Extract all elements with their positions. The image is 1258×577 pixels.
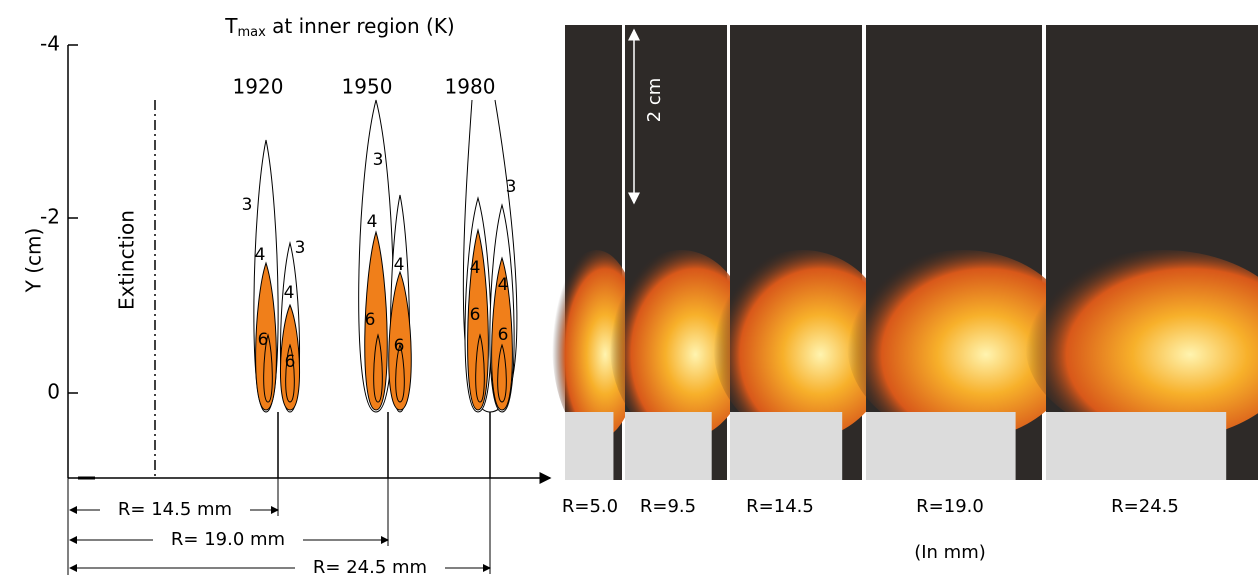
contour-label: 4 — [470, 258, 481, 278]
y-tick-label: -4 — [40, 32, 60, 56]
contour-label: 4 — [394, 255, 405, 275]
contour-label: 4 — [367, 212, 378, 232]
extinction-label: Extinction — [115, 210, 139, 310]
figure: Tmax at inner region (K) Y (cm) -4 -2 0 Ex… — [0, 0, 1258, 577]
photo-label: R=9.5 — [640, 496, 696, 517]
photo-label: R=24.5 — [1111, 496, 1179, 517]
contour-label: 6 — [285, 352, 296, 372]
dimension-label: R= 19.0 mm — [171, 529, 285, 550]
photo-label: R=5.0 — [562, 496, 618, 517]
dimension-label: R= 14.5 mm — [118, 499, 232, 520]
photo-cylinder — [625, 412, 712, 480]
flame-temperature: 1950 — [342, 75, 393, 99]
photo-cylinder — [866, 412, 1016, 480]
y-tick-label: 0 — [47, 380, 60, 404]
plot-title: Tmax at inner region (K) — [224, 14, 454, 40]
photo-label: R=19.0 — [916, 496, 984, 517]
contour-label: 6 — [498, 325, 509, 345]
contour-label: 6 — [258, 330, 269, 350]
contour-label: 6 — [470, 305, 481, 325]
photo-cylinder — [565, 412, 613, 480]
photo-label: R=14.5 — [746, 496, 814, 517]
contour-label: 3 — [242, 195, 253, 215]
contour-label: 4 — [255, 245, 266, 265]
scale-bar-label: 2 cm — [644, 78, 665, 123]
contour-label: 6 — [365, 310, 376, 330]
contour-label: 3 — [373, 150, 384, 170]
contour-label: 3 — [295, 238, 306, 258]
photo-cylinder — [730, 412, 842, 480]
y-tick-label: -2 — [40, 205, 60, 229]
contour-label: 4 — [498, 275, 509, 295]
unit-note: (In mm) — [914, 542, 986, 563]
contour-label: 3 — [506, 177, 517, 197]
dimension-label: R= 24.5 mm — [313, 557, 427, 577]
photo-cylinder — [1046, 412, 1226, 480]
contour-label: 6 — [394, 336, 405, 356]
flame-temperature: 1920 — [233, 75, 284, 99]
contour-label: 4 — [284, 283, 295, 303]
y-axis-label: Y (cm) — [22, 228, 46, 294]
flame-temperature: 1980 — [445, 75, 496, 99]
